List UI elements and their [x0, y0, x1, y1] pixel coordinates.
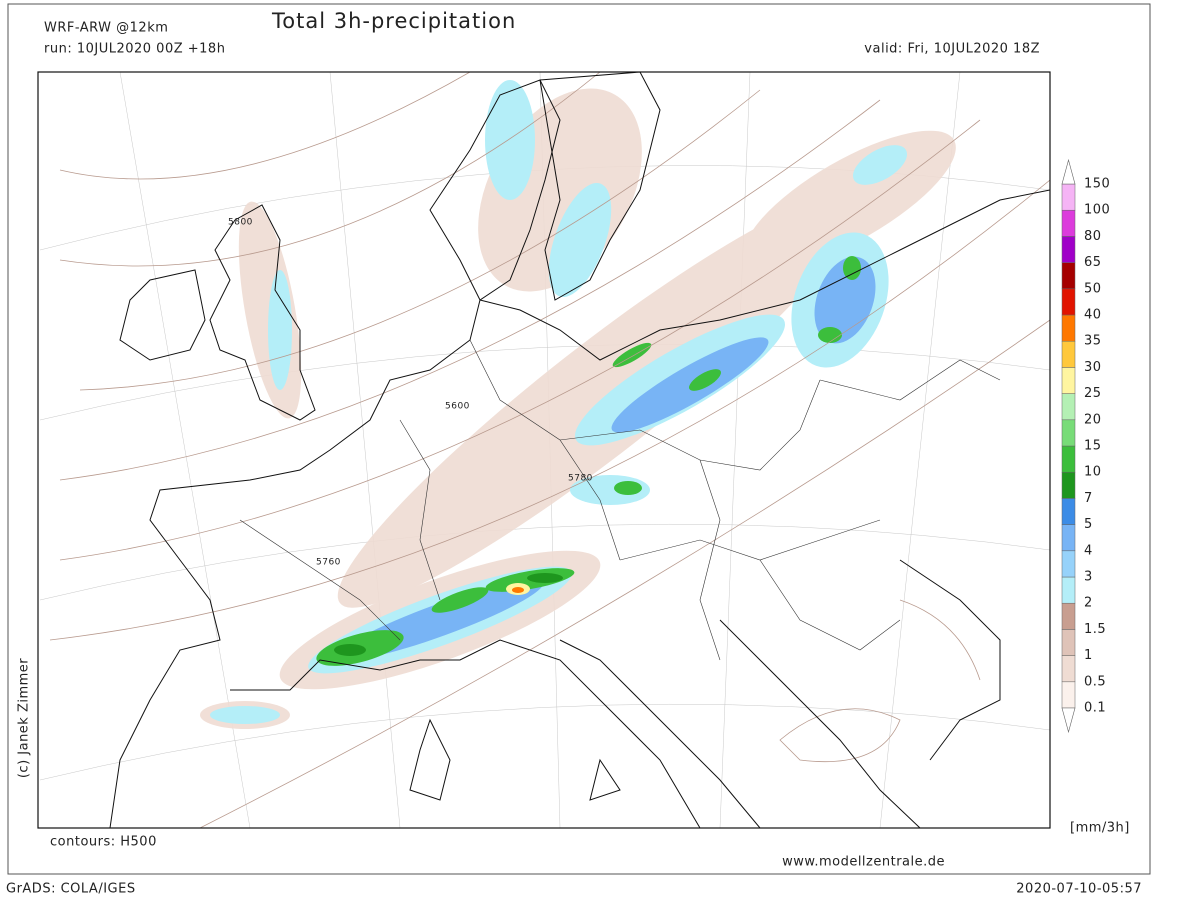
color-box [1061, 183, 1076, 211]
legend-level: 30 [1084, 360, 1102, 375]
credit: (c) Janek Zimmer [17, 658, 32, 778]
color-box [1061, 471, 1076, 499]
legend-level: 65 [1084, 255, 1102, 270]
color-box [1061, 445, 1076, 473]
color-box [1061, 340, 1076, 368]
contour-label: 5760 [316, 558, 341, 568]
legend-level: 40 [1084, 308, 1102, 323]
map: 5800 5600 5780 5760 (c) Janek Zimmer con… [17, 71, 1051, 870]
legend-level: 5 [1084, 517, 1093, 532]
legend-level: 10 [1084, 465, 1102, 480]
coastlines [109, 72, 1050, 828]
colorbar-arrow [1061, 158, 1076, 185]
color-box [1061, 681, 1076, 709]
legend-level: 2 [1084, 596, 1093, 611]
website: www.modellzentrale.de [782, 855, 945, 870]
colorbar: 0.1 0.5 1 1.5 2 3 4 5 7 10 15 20 25 30 35 40 50 65 80 100 15… [1061, 158, 1110, 734]
color-box [1061, 576, 1076, 604]
model: WRF-ARW @12km [44, 21, 168, 36]
color-box [1061, 602, 1076, 630]
legend-level: 35 [1084, 334, 1102, 349]
contour-label: 5600 [445, 402, 470, 412]
legend-level: 150 [1084, 177, 1110, 192]
h500-contours [49, 72, 1050, 828]
borders [239, 339, 1001, 661]
legend-level: 7 [1084, 491, 1093, 506]
contours-note: contours: H500 [50, 835, 157, 850]
legend-level: 3 [1084, 570, 1093, 585]
colorbar-arrow [1061, 707, 1076, 734]
footer-left: GrADS: COLA/IGES [6, 882, 136, 897]
color-box [1061, 524, 1076, 552]
footer-right: 2020-07-10-05:57 [1016, 882, 1142, 897]
run: run: 10JUL2020 00Z +18h [44, 42, 225, 57]
contour-label: 5780 [568, 474, 593, 484]
color-box [1061, 393, 1076, 421]
color-box [1061, 419, 1076, 447]
legend-level: 15 [1084, 439, 1102, 454]
legend-level: 50 [1084, 281, 1102, 296]
legend-level: 100 [1084, 203, 1110, 218]
color-box [1061, 314, 1076, 342]
color-box [1061, 367, 1076, 394]
legend-level: 1.5 [1084, 622, 1106, 637]
legend-level: 80 [1084, 229, 1102, 244]
color-box [1061, 655, 1076, 683]
contour-label: 5800 [228, 218, 253, 228]
map-border [37, 71, 1051, 829]
color-box [1061, 288, 1076, 316]
legend-level: 1 [1084, 648, 1093, 663]
legend-level: 4 [1084, 543, 1093, 558]
color-box [1061, 262, 1076, 290]
legend-level: 25 [1084, 386, 1102, 401]
precipitation [200, 80, 956, 729]
valid: valid: Fri, 10JUL2020 18Z [864, 42, 1040, 57]
color-box [1061, 209, 1076, 237]
color-box [1061, 236, 1076, 263]
legend-unit: [mm/3h] [1070, 821, 1130, 836]
precip-core [512, 587, 524, 593]
title: Total 3h-precipitation [271, 9, 516, 33]
color-box [1061, 550, 1076, 578]
color-box [1061, 629, 1076, 656]
legend-level: 20 [1084, 412, 1102, 427]
color-box [1061, 498, 1076, 525]
legend-level: 0.5 [1084, 674, 1106, 689]
legend-level: 0.1 [1084, 701, 1106, 716]
